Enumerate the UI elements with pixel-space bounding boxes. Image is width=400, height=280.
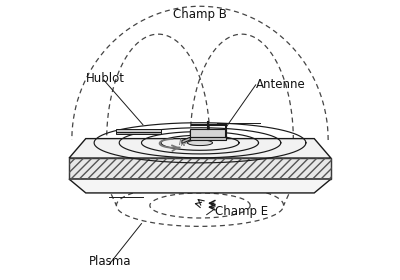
Text: Champ E: Champ E — [215, 205, 268, 218]
Text: Antenne: Antenne — [256, 78, 306, 91]
Polygon shape — [116, 132, 161, 134]
Polygon shape — [116, 129, 161, 132]
Polygon shape — [190, 129, 226, 137]
Text: Champ B: Champ B — [173, 8, 227, 21]
Polygon shape — [69, 179, 331, 193]
Polygon shape — [182, 137, 190, 143]
Polygon shape — [69, 158, 331, 179]
Bar — [69, 158, 331, 179]
Polygon shape — [69, 139, 331, 158]
Text: Plasma: Plasma — [88, 255, 131, 268]
Text: $I_{RF}$: $I_{RF}$ — [178, 137, 189, 149]
Ellipse shape — [188, 140, 212, 146]
Polygon shape — [190, 137, 226, 140]
Text: Hublot: Hublot — [86, 72, 125, 85]
